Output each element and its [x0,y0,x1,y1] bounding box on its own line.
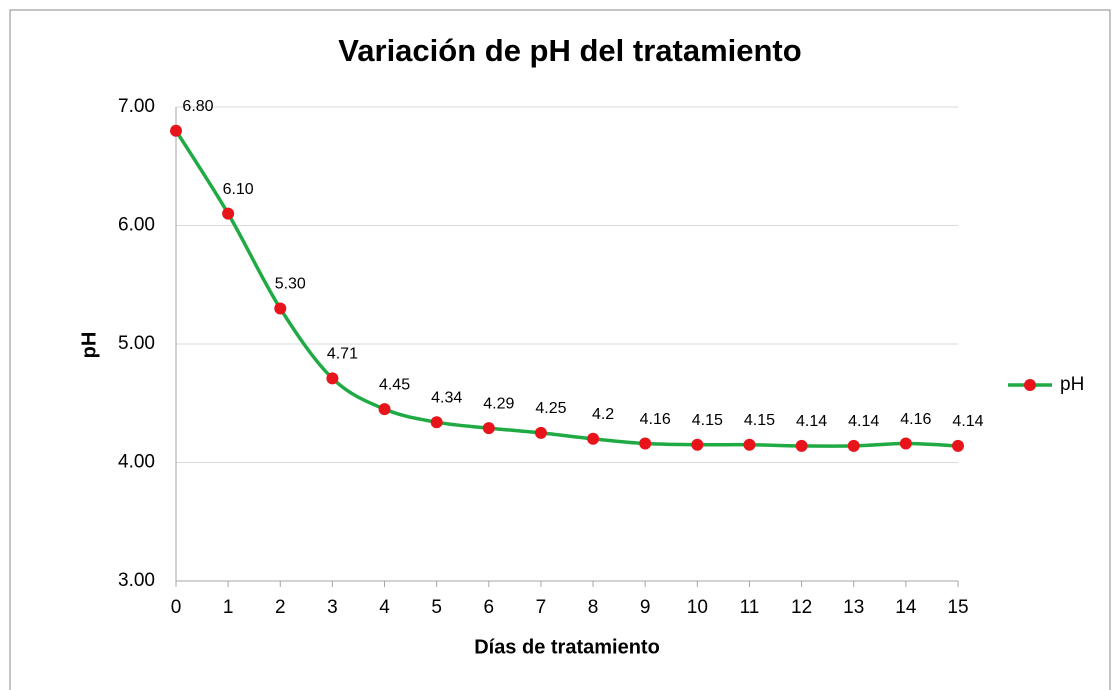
data-point [899,437,912,450]
data-label: 4.25 [535,400,566,417]
y-tick-label: 6.00 [118,215,155,236]
x-tick-label: 5 [431,597,442,618]
data-label: 4.14 [952,413,983,430]
y-tick-label: 3.00 [118,570,155,591]
data-point [952,439,964,452]
data-label: 4.16 [640,411,671,428]
data-point [587,432,600,445]
x-tick-label: 0 [171,597,182,618]
data-label: 4.15 [744,412,775,429]
y-axis-label: pH [78,332,100,359]
x-tick-label: 10 [687,597,708,618]
x-tick-label: 8 [588,597,599,618]
data-label: 4.14 [796,413,827,430]
data-label: 4.15 [692,412,723,429]
data-point [639,437,652,450]
data-label: 4.2 [592,406,614,423]
x-tick-label: 11 [740,597,760,618]
data-label: 6.10 [223,181,254,198]
data-point [430,416,443,429]
x-tick-label: 3 [327,597,338,618]
data-point [274,302,287,315]
data-point [326,372,339,385]
y-tick-label: 7.00 [118,96,155,117]
x-axis-label: Días de tratamiento [474,636,660,658]
data-point [170,124,182,137]
chart-title: Variación de pH del tratamiento [338,33,801,68]
legend-marker [1024,379,1036,391]
data-label: 4.16 [900,411,931,428]
data-label: 4.29 [483,395,514,412]
data-point [222,207,235,220]
x-tick-label: 4 [379,597,390,618]
data-label: 6.80 [182,98,213,115]
y-tick-label: 5.00 [118,333,155,354]
x-tick-label: 1 [223,597,234,618]
data-point [691,438,704,451]
data-point [795,439,808,452]
data-point [534,426,547,439]
x-tick-label: 6 [484,597,495,618]
chart-frame [9,9,1111,690]
data-point [743,438,756,451]
data-label: 4.34 [431,389,462,406]
data-label: 4.14 [848,413,879,430]
data-label: 4.45 [379,376,410,393]
data-label: 5.30 [275,276,306,293]
x-tick-label: 12 [791,597,812,618]
data-point [847,439,860,452]
x-tick-label: 2 [275,597,286,618]
x-tick-label: 15 [947,597,968,618]
legend-label: pH [1060,374,1084,395]
y-tick-label: 4.00 [118,452,155,473]
x-tick-label: 14 [895,597,917,618]
x-tick-label: 7 [536,597,547,618]
x-tick-label: 9 [640,597,651,618]
data-label: 4.71 [327,346,358,363]
data-point [378,403,391,416]
data-point [482,422,495,435]
x-tick-label: 13 [843,597,864,618]
